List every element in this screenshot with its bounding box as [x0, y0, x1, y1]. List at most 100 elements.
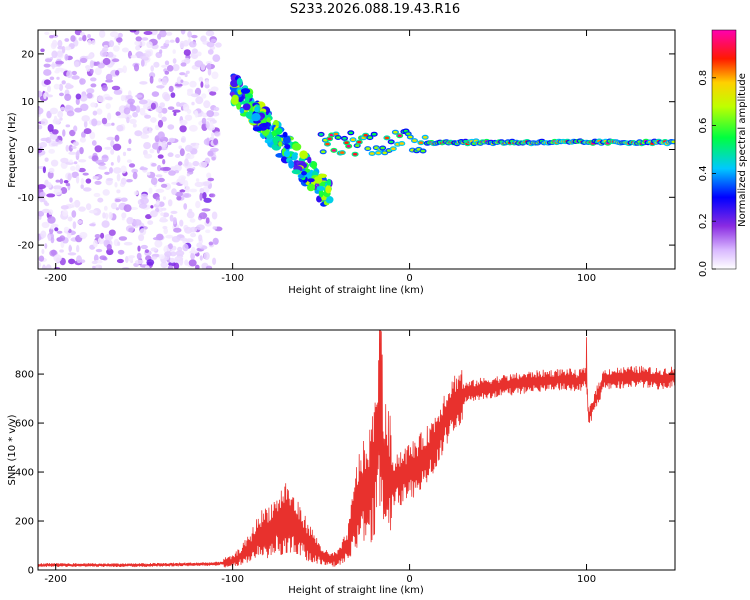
heatmap-noise-cell	[210, 193, 216, 198]
heatmap-noise-cell	[43, 79, 51, 85]
heatmap-noise-cell	[135, 45, 141, 51]
heatmap-noise-cell	[65, 104, 71, 110]
heatmap-carrier-core	[397, 134, 402, 137]
heatmap-noise-cell	[73, 161, 78, 165]
heatmap-noise-cell	[180, 30, 186, 35]
snr-x-tick-label: 0	[406, 574, 412, 585]
heatmap-noise-cell	[53, 115, 58, 122]
heatmap-noise-cell	[105, 212, 109, 220]
heatmap-noise-cell	[55, 60, 64, 65]
heatmap-noise-cell	[201, 112, 208, 118]
heatmap-noise-cell	[99, 30, 106, 38]
heatmap-noise-cell	[44, 202, 50, 207]
heatmap-noise-cell	[128, 227, 134, 233]
heatmap-noise-cell	[179, 257, 184, 266]
heatmap-noise-cell	[145, 50, 152, 58]
heatmap-noise-cell	[146, 259, 155, 266]
heatmap-noise-cell	[164, 60, 170, 66]
heatmap-noise-cell	[114, 134, 120, 142]
heatmap-noise-cell	[39, 141, 48, 148]
heatmap-noise-cell	[164, 39, 170, 45]
heatmap-noise-cell	[63, 226, 70, 232]
heatmap-noise-cell	[125, 256, 129, 263]
heatmap-chirp-cell	[292, 152, 298, 157]
heatmap-carrier-core	[333, 132, 339, 136]
heatmap-carrier-core	[321, 150, 326, 154]
heatmap-noise-cell	[104, 96, 113, 101]
heatmap-noise-cell	[187, 31, 193, 38]
heatmap-noise-cell	[211, 211, 218, 220]
heatmap-noise-cell	[209, 121, 214, 129]
heatmap-noise-cell	[94, 234, 101, 239]
heatmap-noise-cell	[174, 83, 183, 87]
heatmap-noise-cell	[67, 216, 73, 222]
heatmap-noise-cell	[43, 69, 52, 76]
heatmap-noise-cell	[210, 147, 219, 152]
heatmap-noise-cell	[131, 168, 139, 174]
heatmap-noise-cell	[159, 49, 163, 54]
heatmap-noise-cell	[129, 118, 137, 124]
heatmap-noise-cell	[143, 142, 152, 150]
heatmap-noise-cell	[116, 37, 123, 43]
heatmap-noise-cell	[169, 166, 178, 172]
heatmap-noise-cell	[195, 96, 204, 105]
spectrogram-y-tick-label: 0	[28, 145, 34, 156]
heatmap-noise-cell	[85, 178, 92, 184]
heatmap-noise-cell	[129, 30, 137, 33]
heatmap-noise-cell	[50, 159, 59, 167]
spectrogram-x-axis-label: Height of straight line (km)	[288, 285, 424, 296]
heatmap-noise-cell	[167, 152, 174, 157]
heatmap-carrier-core	[348, 131, 353, 135]
heatmap-carrier-core	[393, 130, 398, 134]
heatmap-noise-cell	[64, 93, 72, 102]
heatmap-noise-cell	[186, 211, 195, 219]
heatmap-noise-cell	[125, 179, 133, 183]
heatmap-noise-cell	[96, 95, 106, 103]
heatmap-noise-cell	[117, 115, 126, 119]
snr-series-line	[38, 330, 675, 568]
heatmap-chirp-cell	[278, 141, 283, 147]
heatmap-noise-cell	[207, 49, 214, 55]
heatmap-noise-cell	[79, 78, 86, 85]
heatmap-noise-cell	[101, 154, 109, 163]
heatmap-noise-cell	[157, 177, 165, 183]
heatmap-noise-cell	[44, 243, 48, 249]
heatmap-noise-cell	[179, 219, 184, 227]
heatmap-noise-cell	[202, 186, 210, 194]
heatmap-noise-cell	[96, 108, 103, 115]
heatmap-noise-cell	[94, 264, 103, 269]
heatmap-noise-cell	[206, 172, 212, 179]
heatmap-noise-cell	[94, 145, 103, 153]
heatmap-noise-cell	[103, 205, 108, 211]
heatmap-noise-cell	[189, 41, 197, 48]
heatmap-noise-cell	[59, 249, 64, 253]
heatmap-noise-cell	[126, 159, 132, 163]
heatmap-noise-cell	[92, 265, 96, 269]
heatmap-noise-cell	[171, 188, 177, 196]
heatmap-noise-cell	[213, 106, 220, 112]
heatmap-noise-cell	[101, 84, 108, 92]
heatmap-carrier-core	[357, 140, 362, 144]
heatmap-noise-cell	[198, 76, 204, 82]
heatmap-noise-cell	[167, 106, 175, 110]
heatmap-noise-cell	[113, 89, 123, 95]
heatmap-noise-cell	[176, 76, 182, 85]
heatmap-noise-cell	[155, 174, 163, 178]
heatmap-noise-cell	[146, 41, 153, 49]
heatmap-noise-cell	[108, 211, 113, 220]
snr-x-tick-label: -200	[44, 574, 67, 585]
heatmap-noise-cell	[190, 93, 199, 98]
heatmap-noise-cell	[172, 49, 176, 54]
heatmap-noise-cell	[60, 187, 68, 194]
spectrogram-y-tick-label: -10	[18, 193, 34, 204]
heatmap-noise-cell	[143, 103, 151, 110]
heatmap-noise-cell	[99, 49, 108, 58]
spectrogram-x-tick-label: 100	[577, 273, 596, 284]
heatmap-noise-cell	[196, 224, 205, 231]
heatmap-noise-cell	[162, 196, 167, 201]
heatmap-noise-cell	[51, 142, 58, 147]
heatmap-noise-cell	[166, 65, 174, 72]
heatmap-chirp-cell	[244, 96, 250, 103]
heatmap-noise-cell	[51, 50, 58, 59]
heatmap-noise-cell	[43, 92, 47, 100]
